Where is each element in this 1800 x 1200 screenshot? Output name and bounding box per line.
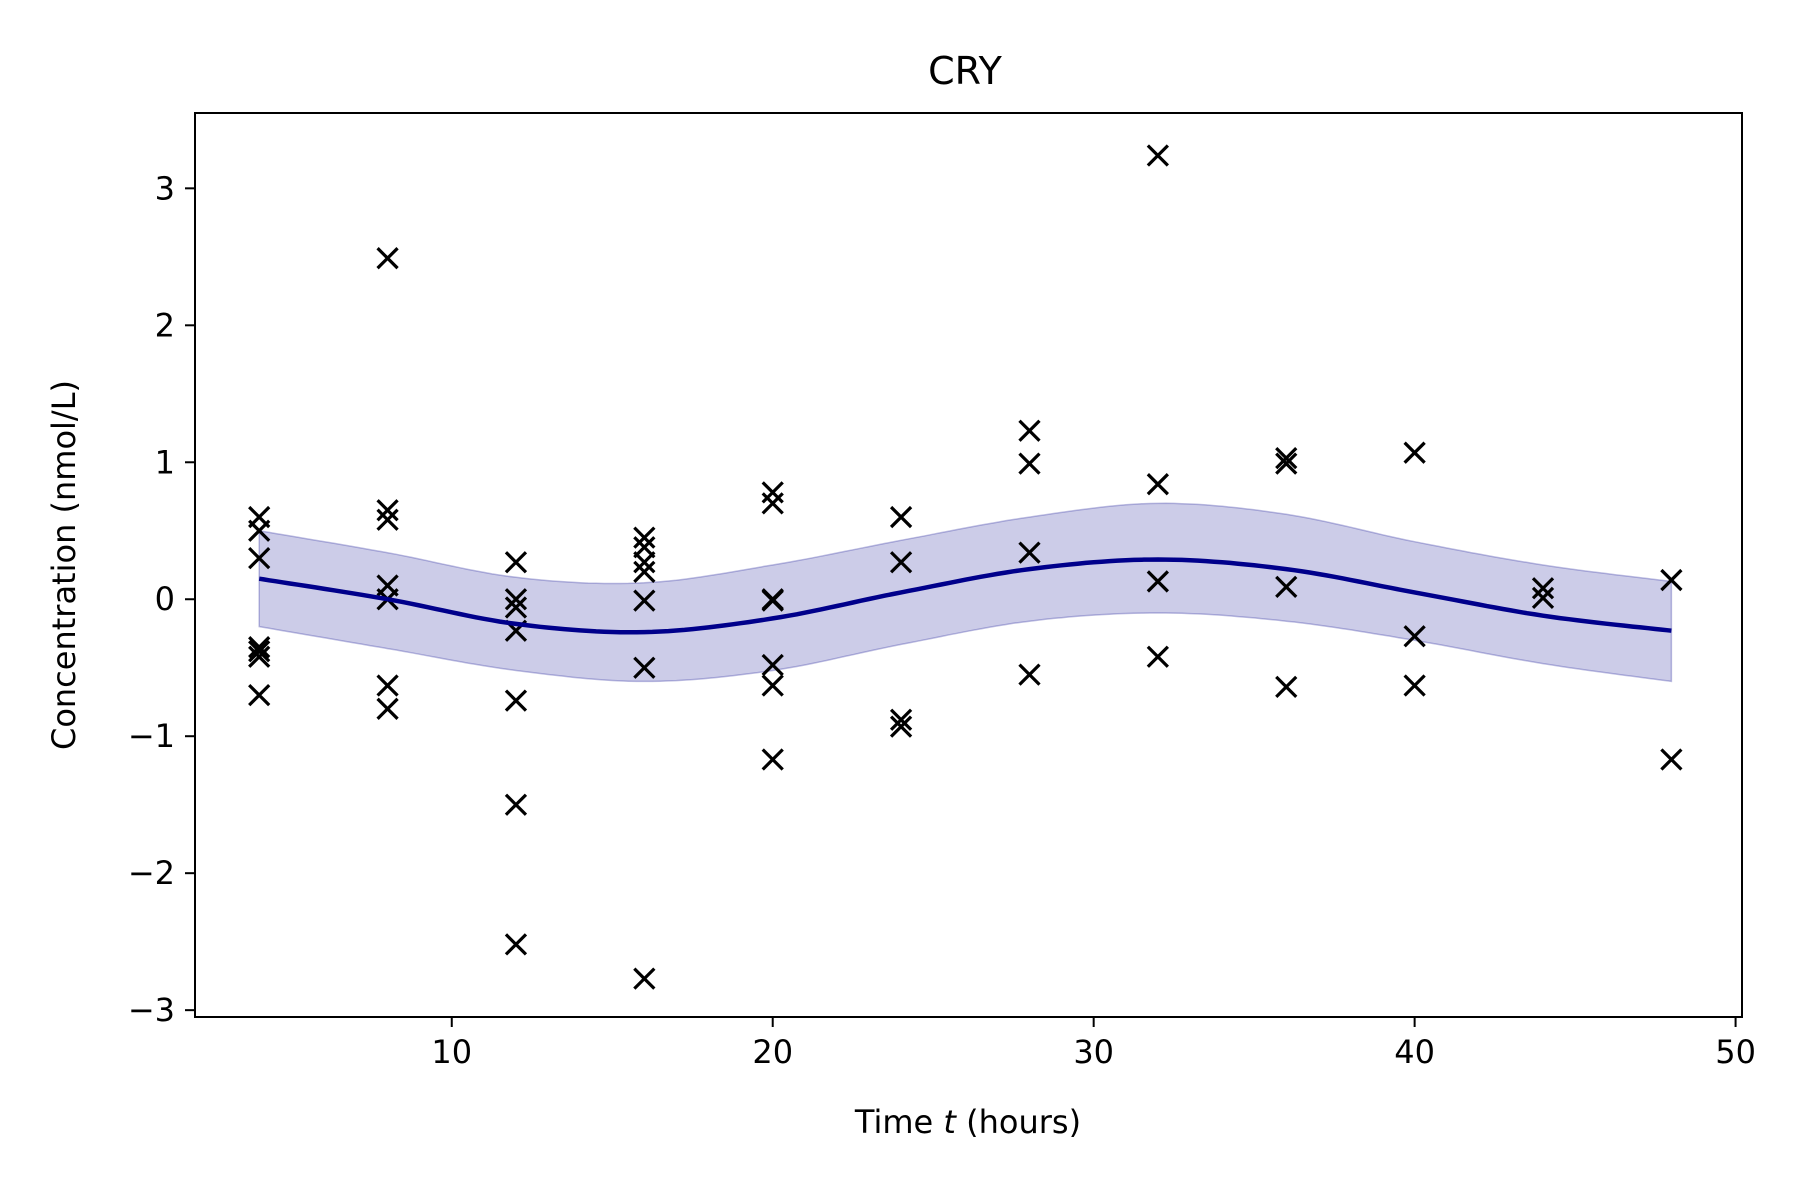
data-point [504, 596, 528, 619]
y-tick-label: −2 [128, 854, 175, 892]
data-point [1531, 577, 1555, 600]
data-point [633, 560, 656, 583]
data-point [1146, 645, 1169, 668]
data-point [1018, 452, 1041, 475]
data-point [1146, 570, 1169, 593]
data-point [248, 519, 271, 542]
y-tick-label: 1 [155, 443, 175, 481]
mean-curve [258, 557, 1672, 635]
data-point [1146, 473, 1169, 496]
data-point [1403, 441, 1426, 464]
axes-frame [194, 112, 1743, 1018]
data-point [633, 551, 656, 574]
data-point [761, 748, 784, 771]
chart-title: CRY [928, 49, 1003, 93]
data-point [1146, 144, 1169, 167]
data-point [1403, 674, 1426, 697]
data-point [633, 526, 656, 549]
data-point [761, 674, 784, 697]
data-point [761, 481, 784, 504]
data-point [761, 588, 784, 611]
data-point [761, 653, 784, 677]
data-point [1660, 568, 1683, 592]
x-axis: 10 20 30 40 50 [431, 1017, 1756, 1071]
y-tick-label: 3 [155, 169, 175, 207]
y-tick-label: −1 [128, 717, 175, 755]
data-point [248, 636, 271, 659]
data-point [633, 656, 656, 679]
data-point [1275, 452, 1298, 475]
data-point [889, 708, 913, 731]
data-point [248, 547, 271, 570]
data-point [1018, 663, 1041, 686]
plot-area [248, 144, 1683, 990]
data-point [633, 589, 656, 612]
x-tick-label: 20 [752, 1033, 793, 1071]
data-point [504, 689, 528, 712]
data-point [376, 499, 399, 522]
x-tick-label: 10 [431, 1033, 472, 1071]
data-point [248, 645, 271, 668]
data-point [889, 715, 913, 738]
data-point [1275, 575, 1298, 599]
data-point [889, 505, 913, 529]
data-point [504, 551, 528, 574]
data-point [761, 492, 784, 515]
data-point [248, 640, 271, 663]
data-point [1275, 675, 1298, 699]
data-point [633, 967, 656, 990]
data-point [1018, 541, 1041, 564]
x-tick-label: 40 [1394, 1033, 1435, 1071]
x-tick-label: 50 [1715, 1033, 1756, 1071]
y-axis: −3 −2 −1 0 1 2 3 [128, 169, 195, 1029]
data-point [1018, 419, 1041, 442]
data-point [376, 674, 399, 697]
x-tick-label: 30 [1073, 1033, 1114, 1071]
data-point [889, 551, 913, 574]
data-point [1403, 625, 1426, 648]
y-tick-label: −3 [128, 991, 175, 1029]
data-point [248, 683, 271, 707]
y-axis-label: Concentration (nmol/L) [45, 380, 83, 750]
data-point [504, 933, 528, 956]
data-point [504, 588, 528, 611]
y-tick-label: 2 [155, 306, 175, 344]
y-tick-label: 0 [155, 580, 175, 618]
data-point [376, 697, 399, 720]
data-point [376, 247, 399, 270]
data-point [1275, 447, 1298, 470]
data-point [1660, 748, 1683, 771]
x-axis-label: Time t (hours) [854, 1103, 1081, 1141]
data-point [376, 508, 399, 531]
data-point [1531, 586, 1555, 610]
data-point [504, 793, 528, 816]
confidence-band [258, 502, 1673, 683]
